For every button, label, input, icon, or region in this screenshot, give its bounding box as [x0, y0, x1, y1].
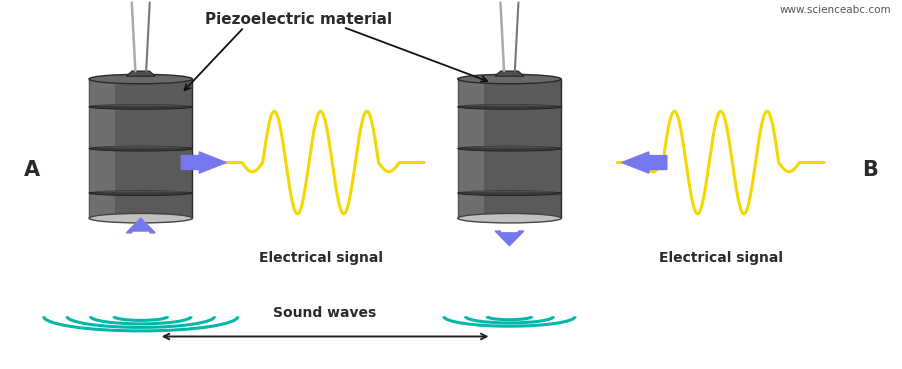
Polygon shape [457, 79, 561, 218]
Text: A: A [23, 160, 40, 180]
Ellipse shape [457, 104, 561, 106]
Ellipse shape [457, 191, 561, 196]
Text: Electrical signal: Electrical signal [658, 251, 783, 265]
Text: Piezoelectric material: Piezoelectric material [205, 13, 391, 27]
Ellipse shape [457, 104, 561, 109]
Ellipse shape [89, 104, 192, 109]
Ellipse shape [457, 190, 561, 192]
Ellipse shape [457, 213, 561, 223]
Polygon shape [89, 79, 192, 218]
FancyArrow shape [495, 231, 524, 246]
Text: B: B [862, 160, 879, 180]
Ellipse shape [89, 104, 192, 106]
Polygon shape [126, 71, 155, 76]
Ellipse shape [457, 146, 561, 151]
Ellipse shape [89, 191, 192, 196]
Text: www.scienceabc.com: www.scienceabc.com [780, 5, 891, 15]
Ellipse shape [89, 213, 192, 223]
Ellipse shape [89, 190, 192, 192]
Polygon shape [495, 71, 524, 76]
Polygon shape [89, 79, 115, 218]
Text: Electrical signal: Electrical signal [259, 251, 382, 265]
FancyArrow shape [181, 152, 226, 173]
Ellipse shape [89, 146, 192, 151]
Ellipse shape [89, 146, 192, 148]
FancyArrow shape [621, 152, 667, 173]
Polygon shape [457, 79, 483, 218]
FancyArrow shape [126, 218, 155, 233]
Text: Sound waves: Sound waves [273, 306, 377, 320]
Ellipse shape [89, 74, 192, 84]
Ellipse shape [457, 146, 561, 148]
Ellipse shape [457, 74, 561, 84]
